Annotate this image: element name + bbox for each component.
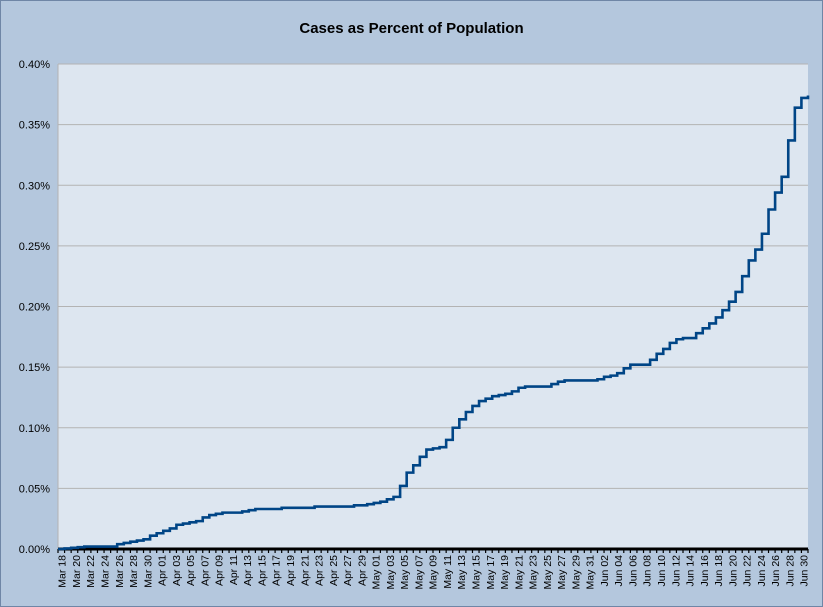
y-tick-label: 0.25% (19, 241, 50, 253)
x-tick-label: Apr 25 (328, 555, 340, 586)
x-tick-label: Apr 15 (256, 555, 268, 586)
x-tick-label: Mar 22 (85, 555, 97, 588)
y-tick-label: 0.10% (19, 423, 50, 435)
y-tick-label: 0.35% (19, 120, 50, 132)
y-tick-label: 0.05% (19, 483, 50, 495)
x-tick-label: Jun 02 (599, 555, 611, 587)
x-tick-label: May 31 (585, 555, 597, 590)
x-tick-label: Mar 30 (142, 555, 154, 588)
x-tick-label: Apr 21 (299, 555, 311, 586)
x-tick-label: May 29 (570, 555, 582, 590)
x-tick-label: May 27 (556, 555, 568, 590)
x-tick-label: Apr 07 (199, 555, 211, 586)
y-tick-label: 0.20% (19, 302, 50, 314)
x-tick-label: May 21 (513, 555, 525, 590)
gridlines (57, 63, 808, 550)
x-tick-label: Jun 26 (770, 555, 782, 587)
x-tick-label: May 13 (456, 555, 468, 590)
x-tick-label: Mar 20 (71, 555, 83, 588)
x-tick-label: May 15 (470, 555, 482, 590)
x-tick-label: Mar 28 (128, 555, 140, 588)
x-tick-label: Apr 11 (228, 555, 240, 585)
chart-title: Cases as Percent of Population (299, 20, 524, 37)
x-tick-label: Jun 10 (656, 555, 668, 587)
x-tick-label: Jun 16 (699, 555, 711, 587)
x-tick-label: May 17 (485, 555, 497, 590)
x-tick-label: May 01 (371, 555, 383, 590)
x-tick-label: May 09 (428, 555, 440, 590)
x-tick-label: Apr 09 (214, 555, 226, 586)
x-tick-label: Mar 24 (99, 555, 111, 588)
x-tick-label: Jun 12 (670, 555, 682, 587)
x-tick-label: Apr 17 (271, 555, 283, 586)
x-tick-label: Apr 23 (314, 555, 326, 586)
x-tick-label: Jun 14 (685, 555, 697, 587)
x-tick-label: Jun 18 (713, 555, 725, 587)
y-tick-label: 0.15% (19, 362, 50, 374)
x-tick-label: May 07 (413, 555, 425, 590)
x-tick-label: Mar 26 (114, 555, 126, 588)
x-tick-label: Apr 19 (285, 555, 297, 586)
x-tick-label: Apr 03 (171, 555, 183, 586)
x-tick-label: May 11 (442, 555, 454, 589)
x-tick-label: Jun 22 (742, 555, 754, 587)
x-axis: Mar 18 Mar 20 Mar 22 Mar 24 Mar 26 Mar 28 Mar … (57, 547, 811, 590)
x-tick-label: May 03 (385, 555, 397, 590)
y-tick-label: 0.40% (19, 59, 50, 71)
y-axis: 0.00% 0.05% 0.10% 0.15% 0.20% 0.25% 0.30% 0.35%… (19, 59, 50, 556)
x-tick-label: Jun 04 (613, 555, 625, 587)
x-tick-label: Mar 18 (57, 555, 69, 588)
series-line (58, 95, 810, 551)
x-tick-label: Apr 29 (356, 555, 368, 586)
x-tick-label: Apr 05 (185, 555, 197, 586)
x-tick-label: Jun 24 (756, 555, 768, 587)
x-tick-label: Apr 13 (242, 555, 254, 586)
x-tick-label: May 23 (528, 555, 540, 590)
x-tick-label: May 25 (542, 555, 554, 590)
x-tick-label: Jun 06 (627, 555, 639, 587)
y-tick-label: 0.00% (19, 544, 50, 556)
x-tick-label: Apr 27 (342, 555, 354, 586)
x-tick-label: Jun 08 (642, 555, 654, 587)
x-tick-label: Jun 20 (727, 555, 739, 587)
x-tick-label: Apr 01 (157, 555, 169, 586)
y-tick-label: 0.30% (19, 180, 50, 192)
x-tick-label: May 19 (499, 555, 511, 590)
x-tick-label: Jun 30 (799, 555, 811, 587)
x-tick-label: Jun 28 (784, 555, 796, 587)
x-tick-label: May 05 (399, 555, 411, 590)
